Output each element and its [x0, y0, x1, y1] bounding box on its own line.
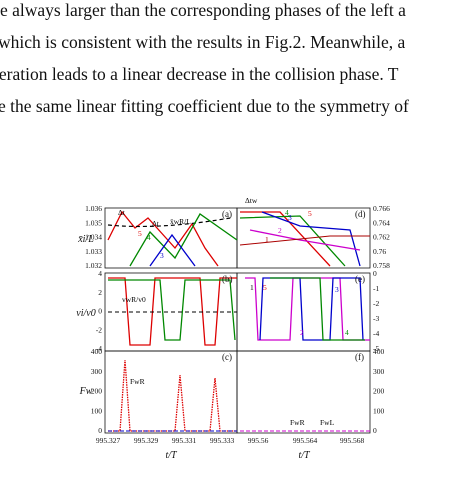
curve [245, 277, 370, 341]
x-label: t/T [298, 450, 311, 461]
curve [261, 211, 361, 267]
y-tick-label: 400 [373, 347, 385, 356]
annotation: 3 [160, 251, 164, 260]
y-tick-label: 200 [91, 387, 103, 396]
x-tick-label: 995.333 [210, 436, 235, 445]
text-line: e the same linear fitting coefficient du… [0, 96, 409, 116]
panel-label: (d) [355, 209, 366, 219]
y-label: Fw [79, 386, 93, 397]
curve [108, 279, 236, 341]
annotation: vwR/v0 [122, 295, 146, 304]
curve [108, 277, 237, 346]
annotation: 4 [345, 328, 349, 337]
curve [129, 213, 238, 267]
y-tick-label: 4 [98, 269, 102, 278]
annotation: FwL [320, 418, 335, 427]
y-tick-label: 100 [373, 406, 385, 415]
annotation: 2 [278, 226, 282, 235]
annotation: 5 [263, 283, 267, 292]
y-tick-label: 300 [373, 367, 385, 376]
y-tick-label: 0.762 [373, 233, 390, 242]
y-label: x̄i/L [77, 234, 94, 245]
y-tick-label: -2 [373, 299, 379, 308]
x-label: t/T [165, 450, 178, 461]
y-tick-label: 0.764 [373, 218, 390, 227]
annotation: x̄wR/L [170, 217, 191, 226]
panel-label: (c) [222, 352, 232, 362]
annotation: Δtw [245, 196, 258, 205]
panel-frame [236, 207, 371, 269]
curve [107, 210, 219, 267]
y-tick-label: 1.033 [85, 247, 102, 256]
y-tick-label: 100 [91, 406, 103, 415]
text-line: e always larger than the corresponding p… [0, 0, 406, 20]
curve [270, 277, 365, 341]
curve [108, 359, 237, 432]
annotation: FwR [290, 418, 305, 427]
curve [240, 211, 331, 267]
annotation: 3 [335, 285, 339, 294]
y-tick-label: 1.036 [85, 204, 102, 213]
y-tick-label: -4 [96, 344, 102, 353]
y-tick-label: -1 [373, 284, 379, 293]
annotation: 2 [300, 328, 304, 337]
y-tick-label: 1.034 [85, 233, 102, 242]
y-tick-label: 200 [373, 387, 385, 396]
y-tick-label: 300 [91, 367, 103, 376]
annotation: 4 [285, 208, 289, 217]
x-tick-label: 995.331 [172, 436, 197, 445]
x-tick-label: 995.56 [248, 436, 269, 445]
y-tick-label: 2 [98, 288, 102, 297]
curve [259, 277, 364, 341]
y-tick-label: 0.76 [373, 247, 386, 256]
y-tick-label: 0 [373, 269, 377, 278]
annotation: 3 [288, 213, 292, 222]
y-tick-label: 400 [91, 347, 103, 356]
annotation: Δt [152, 219, 160, 228]
panel-label: (e) [355, 274, 365, 284]
y-tick-label: 0.766 [373, 204, 390, 213]
y-tick-label: 0.758 [373, 261, 390, 270]
annotation: Δt [118, 208, 126, 217]
y-tick-label: 0 [373, 426, 377, 435]
curve [107, 217, 231, 228]
curve [149, 233, 196, 267]
y-tick-label: -3 [373, 314, 379, 323]
x-tick-label: 995.329 [134, 436, 159, 445]
y-tick-label: 1.035 [85, 218, 102, 227]
annotation: 5 [138, 229, 142, 238]
curve [249, 229, 361, 251]
y-tick-label: -4 [373, 329, 379, 338]
panel-label: (a) [222, 209, 232, 219]
x-tick-label: 995.327 [96, 436, 121, 445]
y-label: vi/v0 [76, 308, 95, 319]
curve [239, 215, 346, 267]
annotation: 1 [265, 235, 269, 244]
x-tick-label: 995.564 [293, 436, 318, 445]
y-tick-label: 1.032 [85, 261, 102, 270]
panel-label: (f) [355, 352, 364, 362]
panel-label: (b) [222, 274, 233, 284]
y-tick-label: -5 [373, 344, 379, 353]
panel-frame [236, 350, 371, 434]
curve [239, 235, 370, 246]
annotation: 5 [308, 209, 312, 218]
y-tick-label: 0 [98, 426, 102, 435]
y-tick-label: 0 [98, 307, 102, 316]
annotation: 4 [147, 233, 151, 242]
annotation: 1 [250, 283, 254, 292]
x-tick-label: 995.568 [340, 436, 365, 445]
text-line: leration leads to a linear decrease in t… [0, 64, 399, 84]
y-tick-label: -2 [96, 325, 102, 334]
annotation: FwR [130, 377, 145, 386]
text-line: which is consistent with the results in … [0, 32, 406, 52]
